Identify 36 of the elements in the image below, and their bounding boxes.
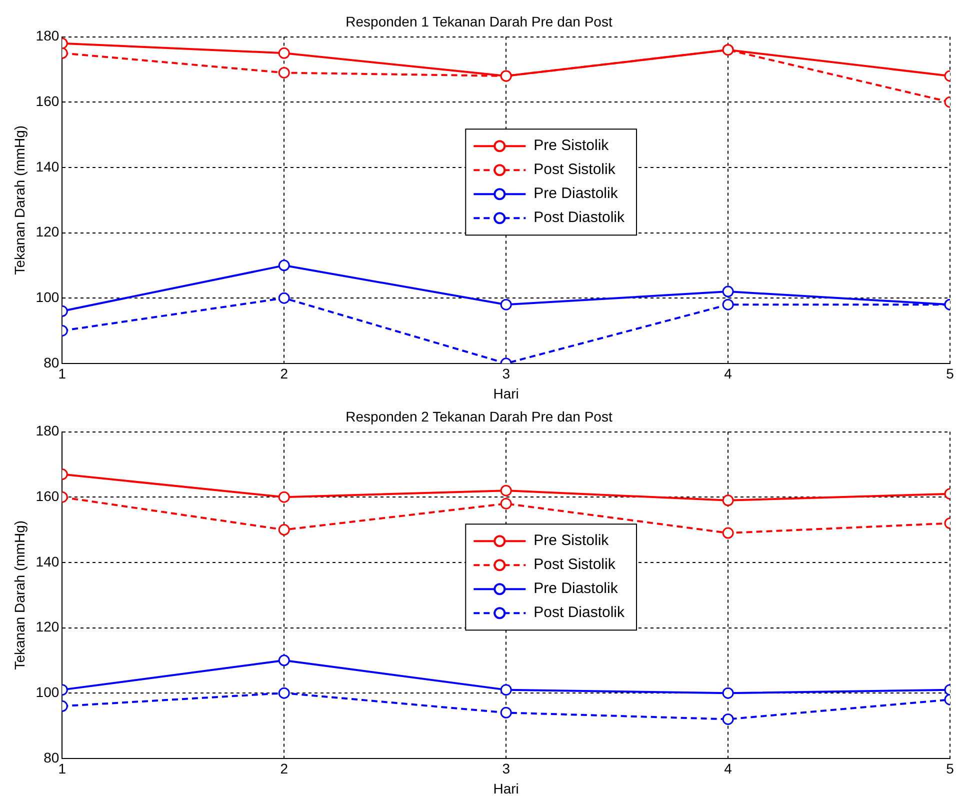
x-tick-label: 4 bbox=[724, 366, 732, 382]
x-axis-title: Hari bbox=[493, 385, 519, 402]
legend-label: Post Sistolik bbox=[534, 556, 616, 574]
legend-label: Pre Sistolik bbox=[534, 137, 610, 154]
x-tick-label: 1 bbox=[58, 366, 66, 382]
legend-label: Pre Diastolik bbox=[534, 185, 618, 202]
legend-label: Pre Sistolik bbox=[534, 532, 610, 550]
x-tick-label: 3 bbox=[502, 366, 510, 382]
y-tick-label: 80 bbox=[44, 354, 60, 370]
y-tick-label: 160 bbox=[36, 488, 60, 504]
chart-title: Responden 2 Tekanan Darah Pre dan Post bbox=[346, 408, 612, 424]
legend-label: Pre Diastolik bbox=[534, 580, 618, 598]
legend-label: Post Diastolik bbox=[534, 209, 626, 226]
y-axis-title: Tekanan Darah (mmHg) bbox=[11, 520, 28, 670]
x-tick-label: 4 bbox=[724, 760, 732, 777]
y-tick-label: 120 bbox=[36, 618, 60, 635]
y-axis-title: Tekanan Darah (mmHg) bbox=[11, 125, 28, 275]
y-tick-label: 160 bbox=[36, 92, 60, 109]
x-tick-label: 3 bbox=[502, 760, 510, 777]
x-tick-label: 2 bbox=[280, 366, 288, 382]
y-tick-label: 140 bbox=[36, 158, 60, 174]
x-tick-label: 1 bbox=[58, 760, 66, 777]
y-tick-label: 180 bbox=[36, 422, 60, 439]
x-tick-label: 5 bbox=[946, 760, 954, 777]
x-axis-title: Hari bbox=[493, 780, 519, 796]
x-tick-label: 2 bbox=[280, 760, 288, 777]
y-tick-label: 80 bbox=[44, 749, 60, 766]
chart-title: Responden 1 Tekanan Darah Pre dan Post bbox=[346, 13, 612, 30]
legend-label: Post Diastolik bbox=[534, 604, 626, 622]
legend-label: Post Sistolik bbox=[534, 161, 616, 178]
y-tick-label: 100 bbox=[36, 684, 60, 700]
y-tick-label: 100 bbox=[36, 288, 60, 305]
y-tick-label: 120 bbox=[36, 224, 60, 240]
y-tick-label: 180 bbox=[36, 28, 60, 44]
x-tick-label: 5 bbox=[946, 366, 954, 382]
y-tick-label: 140 bbox=[36, 553, 60, 570]
